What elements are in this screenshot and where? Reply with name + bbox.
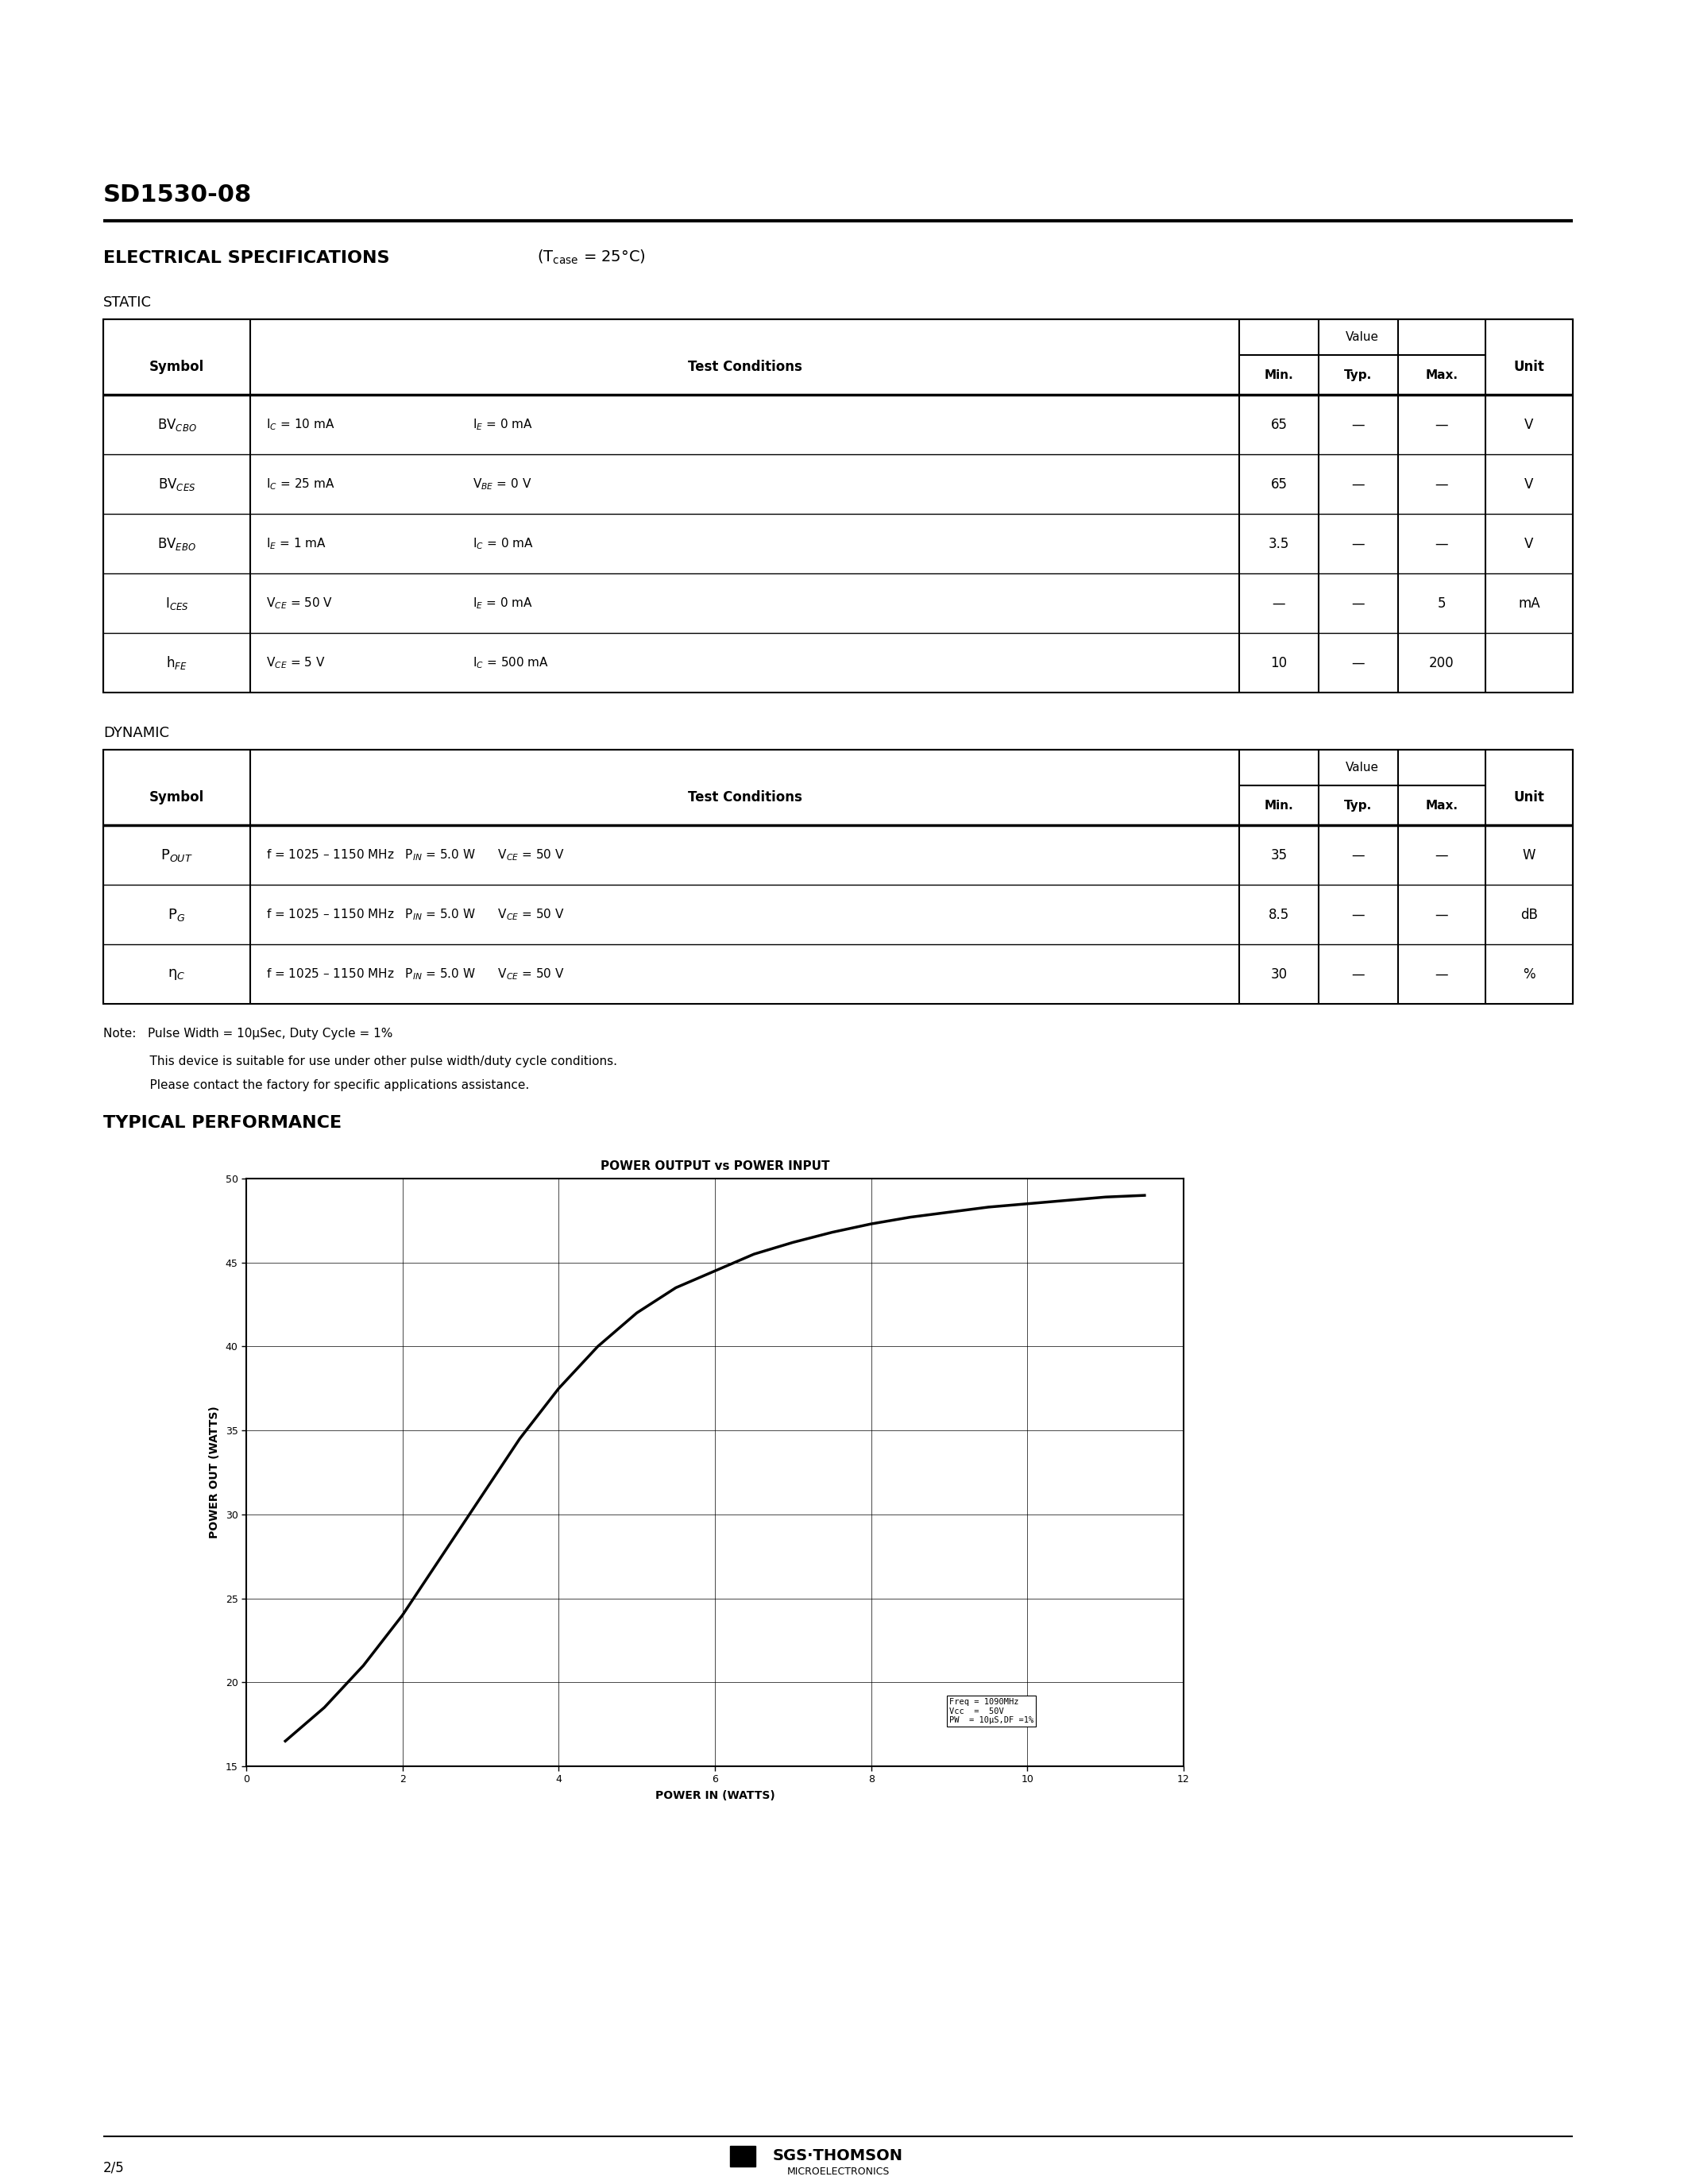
Text: —: —	[1352, 476, 1366, 491]
Text: ST: ST	[733, 2149, 753, 2164]
Y-axis label: POWER OUT (WATTS): POWER OUT (WATTS)	[209, 1406, 219, 1538]
Text: 65: 65	[1271, 417, 1288, 432]
Text: Value: Value	[1345, 330, 1379, 343]
Text: P$_G$: P$_G$	[167, 906, 186, 922]
Text: I$_C$ = 10 mA: I$_C$ = 10 mA	[267, 417, 334, 432]
Text: 30: 30	[1271, 968, 1288, 981]
Text: ELECTRICAL SPECIFICATIONS: ELECTRICAL SPECIFICATIONS	[103, 251, 390, 266]
Text: MICROELECTRONICS: MICROELECTRONICS	[787, 2167, 890, 2177]
Text: I$_E$ = 0 mA: I$_E$ = 0 mA	[473, 417, 533, 432]
Text: Note:   Pulse Width = 10μSec, Duty Cycle = 1%: Note: Pulse Width = 10μSec, Duty Cycle =…	[103, 1029, 393, 1040]
Text: Unit: Unit	[1514, 360, 1545, 373]
Text: 200: 200	[1430, 655, 1455, 670]
Text: BV$_{CES}$: BV$_{CES}$	[159, 476, 196, 491]
Text: Please contact the factory for specific applications assistance.: Please contact the factory for specific …	[103, 1079, 530, 1092]
Text: I$_{CES}$: I$_{CES}$	[165, 596, 189, 612]
Text: Typ.: Typ.	[1344, 369, 1372, 380]
Text: —: —	[1435, 847, 1448, 863]
Text: Freq = 1090MHz
Vcc  =  50V
PW  = 10μS,DF =1%: Freq = 1090MHz Vcc = 50V PW = 10μS,DF =1…	[949, 1697, 1033, 1725]
Text: —: —	[1273, 596, 1286, 609]
Text: V: V	[1524, 476, 1534, 491]
Text: —: —	[1352, 537, 1366, 550]
Text: Typ.: Typ.	[1344, 799, 1372, 810]
Text: f = 1025 – 1150 MHz   P$_{IN}$ = 5.0 W      V$_{CE}$ = 50 V: f = 1025 – 1150 MHz P$_{IN}$ = 5.0 W V$_…	[267, 847, 564, 863]
X-axis label: POWER IN (WATTS): POWER IN (WATTS)	[655, 1791, 775, 1802]
Text: Max.: Max.	[1425, 799, 1458, 810]
Text: %: %	[1523, 968, 1536, 981]
Text: V$_{CE}$ = 5 V: V$_{CE}$ = 5 V	[267, 655, 326, 670]
Text: 35: 35	[1271, 847, 1288, 863]
Text: STATIC: STATIC	[103, 295, 152, 310]
Text: Max.: Max.	[1425, 369, 1458, 380]
Text: W: W	[1523, 847, 1536, 863]
Text: Test Conditions: Test Conditions	[687, 360, 802, 373]
Text: 10: 10	[1271, 655, 1288, 670]
Text: I$_E$ = 1 mA: I$_E$ = 1 mA	[267, 537, 326, 550]
Text: η$_C$: η$_C$	[167, 968, 186, 981]
Bar	[103, 749, 1573, 1005]
Text: h$_{FE}$: h$_{FE}$	[165, 655, 187, 670]
Text: 2/5: 2/5	[103, 2160, 125, 2175]
Text: 8.5: 8.5	[1268, 906, 1290, 922]
Text: 3.5: 3.5	[1268, 537, 1290, 550]
Text: TYPICAL PERFORMANCE: TYPICAL PERFORMANCE	[103, 1116, 341, 1131]
Text: Symbol: Symbol	[149, 791, 204, 804]
Text: —: —	[1352, 847, 1366, 863]
Text: —: —	[1352, 655, 1366, 670]
Text: V$_{CE}$ = 50 V: V$_{CE}$ = 50 V	[267, 596, 333, 612]
Text: V$_{BE}$ = 0 V: V$_{BE}$ = 0 V	[473, 476, 532, 491]
Text: BV$_{EBO}$: BV$_{EBO}$	[157, 535, 196, 553]
Text: SGS·THOMSON: SGS·THOMSON	[773, 2149, 903, 2164]
Text: Unit: Unit	[1514, 791, 1545, 804]
Text: P$_{OUT}$: P$_{OUT}$	[160, 847, 192, 863]
Text: —: —	[1435, 968, 1448, 981]
Text: —: —	[1435, 906, 1448, 922]
Text: I$_E$ = 0 mA: I$_E$ = 0 mA	[473, 596, 533, 612]
Text: Symbol: Symbol	[149, 360, 204, 373]
Text: I$_C$ = 500 mA: I$_C$ = 500 mA	[473, 655, 549, 670]
Text: BV$_{CBO}$: BV$_{CBO}$	[157, 417, 196, 432]
Text: —: —	[1435, 417, 1448, 432]
Text: Min.: Min.	[1264, 369, 1293, 380]
Text: mA: mA	[1518, 596, 1539, 609]
Text: I$_C$ = 25 mA: I$_C$ = 25 mA	[267, 476, 334, 491]
Text: —: —	[1435, 537, 1448, 550]
Text: —: —	[1435, 476, 1448, 491]
Text: Test Conditions: Test Conditions	[687, 791, 802, 804]
Text: 65: 65	[1271, 476, 1288, 491]
Text: I$_C$ = 0 mA: I$_C$ = 0 mA	[473, 537, 533, 550]
Text: V: V	[1524, 537, 1534, 550]
Text: f = 1025 – 1150 MHz   P$_{IN}$ = 5.0 W      V$_{CE}$ = 50 V: f = 1025 – 1150 MHz P$_{IN}$ = 5.0 W V$_…	[267, 906, 564, 922]
Text: Value: Value	[1345, 762, 1379, 773]
Text: —: —	[1352, 596, 1366, 609]
Text: Min.: Min.	[1264, 799, 1293, 810]
Text: SD1530-08: SD1530-08	[103, 183, 252, 207]
Text: 5: 5	[1438, 596, 1447, 609]
Text: V: V	[1524, 417, 1534, 432]
Text: This device is suitable for use under other pulse width/duty cycle conditions.: This device is suitable for use under ot…	[103, 1055, 618, 1068]
Text: f = 1025 – 1150 MHz   P$_{IN}$ = 5.0 W      V$_{CE}$ = 50 V: f = 1025 – 1150 MHz P$_{IN}$ = 5.0 W V$_…	[267, 968, 564, 981]
Title: POWER OUTPUT vs POWER INPUT: POWER OUTPUT vs POWER INPUT	[601, 1160, 829, 1173]
Text: —: —	[1352, 417, 1366, 432]
Text: —: —	[1352, 968, 1366, 981]
Text: DYNAMIC: DYNAMIC	[103, 725, 169, 740]
Text: —: —	[1352, 906, 1366, 922]
Text: (T$_{\rm case}$ = 25°C): (T$_{\rm case}$ = 25°C)	[532, 249, 645, 266]
Bar	[103, 319, 1573, 692]
Text: dB: dB	[1521, 906, 1538, 922]
